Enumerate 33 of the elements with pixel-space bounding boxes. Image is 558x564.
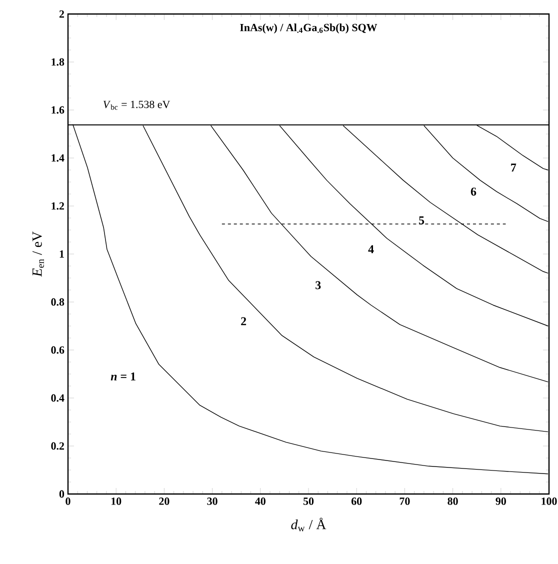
x-tick-label: 0 [66, 498, 70, 505]
series-label: 2 [241, 317, 246, 326]
y-tick-label: 1.6 [52, 106, 64, 114]
y-tick-label: 0 [59, 490, 64, 498]
x-tick-label: 70 [400, 498, 410, 505]
x-tick-label: 60 [352, 498, 362, 505]
text: InAs(w) / Al$_{.4}$Ga$_{.6}$Sb(b) SQW [240, 24, 378, 34]
y-tick-label: 1.4 [52, 154, 64, 162]
x-tick-label: 30 [207, 498, 218, 505]
series-label: 3 [316, 281, 321, 290]
series-label: 7 [511, 164, 516, 172]
x-tick-label: 90 [496, 498, 506, 505]
y-tick-label: 0.2 [51, 442, 64, 450]
x-tick-label: 10 [111, 498, 122, 505]
y-tick-label: 1.2 [52, 202, 64, 210]
y-tick-label: 1 [60, 250, 64, 258]
series-label: 4 [368, 245, 374, 254]
text: n = 1 [110, 372, 136, 380]
y-tick-label: 0.6 [51, 346, 64, 354]
x-tick-label: 100 [542, 498, 557, 505]
y-tick-label: 0.8 [51, 298, 64, 306]
ref-line-label: V$_{bc}$ = 1.538 eV [103, 100, 170, 110]
x-tick-label: 50 [303, 498, 314, 505]
y-tick-label: 0.4 [51, 394, 64, 402]
series-label: 5 [419, 216, 424, 224]
y-tick-label: 2 [59, 10, 64, 18]
series-label: 6 [470, 188, 476, 196]
x-axis-title: d$_{w}$ / Å [291, 518, 326, 532]
y-tick-label: 1.8 [52, 58, 64, 66]
y-axis-title: E$_{en}$ / eV [32, 231, 44, 277]
x-tick-label: 80 [448, 498, 458, 505]
x-tick-label: 40 [255, 498, 266, 505]
x-tick-label: 20 [159, 498, 170, 505]
